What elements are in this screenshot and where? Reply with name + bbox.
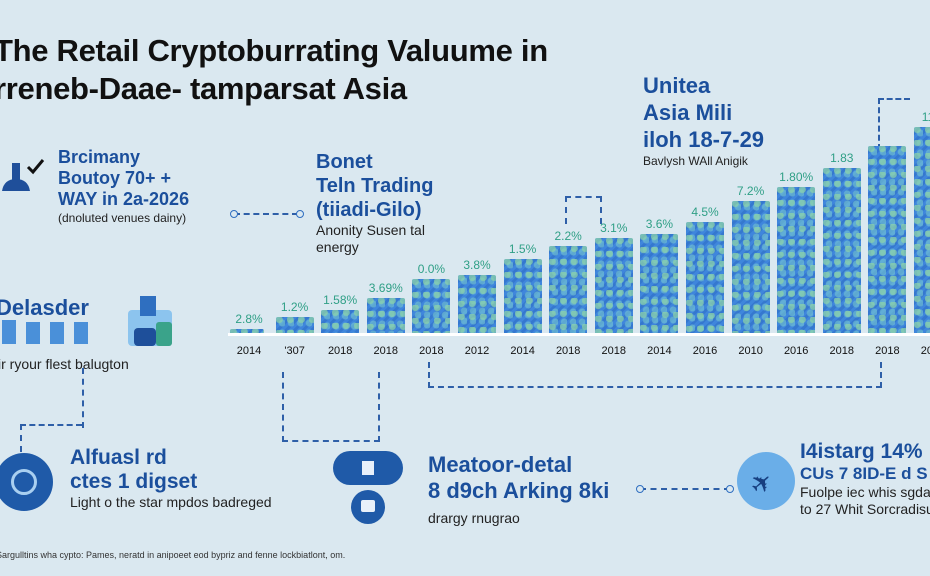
value-label: 3.8% <box>463 258 491 273</box>
bar <box>366 297 405 333</box>
house-bars-icon <box>2 296 172 346</box>
callout-center: Bonet Teln Trading (tiiadi-Gilo) Anonity… <box>316 151 434 255</box>
value-label: 7.2% <box>736 184 765 199</box>
value-label: 1.80% <box>779 169 814 184</box>
callout-bottom-left: Alfuasl rd ctes 1 digset Light o the sta… <box>70 446 272 510</box>
bar <box>275 316 314 333</box>
x-tick-label: 2018 <box>419 345 444 357</box>
x-tick-label: 2014 <box>510 345 535 357</box>
bar <box>686 221 724 333</box>
bar <box>777 186 816 333</box>
x-tick-label: 2016 <box>783 345 809 357</box>
value-label: 2.8% <box>235 311 263 326</box>
value-label: 0.0% <box>417 262 446 277</box>
bar <box>640 234 679 333</box>
bar <box>868 145 907 333</box>
x-axis <box>228 333 930 336</box>
value-label: 1.5% <box>508 241 537 256</box>
airplane-icon: ✈ <box>737 452 795 510</box>
x-tick-label: 2014 <box>236 345 262 357</box>
value-label: 4.5% <box>691 204 719 219</box>
value-label: 1.83 <box>830 151 854 166</box>
x-tick-label: 2010 <box>738 345 763 357</box>
x-tick-label: 2012 <box>464 345 490 357</box>
value-label: 2.2% <box>554 229 582 244</box>
bar <box>503 258 542 333</box>
x-tick-label: 2018 <box>920 345 930 357</box>
x-tick-label: 2018 <box>829 345 855 357</box>
hand-check-icon <box>2 159 45 191</box>
x-tick-label: '307 <box>284 345 305 357</box>
bar <box>594 238 633 333</box>
x-tick-label: 2018 <box>373 345 399 357</box>
bar-chart: 2.8% 1.2% 1.58% 3.69% 0.0% 3.8% 1.5% 2.2% 3.1% 3.… <box>228 80 930 333</box>
bar <box>549 246 588 333</box>
bar <box>731 201 770 333</box>
bar <box>914 127 930 333</box>
value-label: 1.58% <box>323 293 358 308</box>
callout-bottom-center: Meatoor-detal 8 d9ch Arking 8ki drargy r… <box>428 452 610 526</box>
target-icon <box>0 453 53 511</box>
value-label: 3.1% <box>600 221 628 236</box>
bar <box>230 328 264 333</box>
callout-bottom-right: I4istarg 14% CUs 7 8ID-E d S Fuolpe iec … <box>800 440 930 517</box>
x-tick-label: 2018 <box>875 345 900 357</box>
page-title: The Retail Cryptoburrating Valuume in rr… <box>0 33 548 106</box>
x-tick-label: 2014 <box>647 345 672 357</box>
bar <box>412 279 451 333</box>
document-icon <box>333 451 403 485</box>
x-tick-label: 2018 <box>601 345 627 357</box>
bar <box>458 275 496 333</box>
bar <box>321 310 360 333</box>
value-label: 11.0 <box>921 110 930 124</box>
x-tick-label: 2018 <box>327 345 353 357</box>
callout-middle-left-heading: Delasder <box>0 295 89 320</box>
value-label: 3.6% <box>645 217 674 232</box>
x-tick-label: 2018 <box>555 345 581 357</box>
x-tick-label: 2016 <box>692 345 718 357</box>
callout-top-right: Unitea Asia Mili iloh 18-7-29 Bavlysh WA… <box>643 73 765 168</box>
callout-middle-left-sub: ir ryour flest balugton <box>0 356 129 372</box>
callout-top-left: Brcimany Boutoy 70+ + WAY in 2a-2026 (dn… <box>58 147 190 225</box>
value-label: 3.69% <box>368 280 403 295</box>
thumbs-up-icon <box>351 490 385 524</box>
footer-note: Sargulltins wha cypto: Pames, neratd in … <box>0 550 346 560</box>
bar <box>822 168 861 333</box>
value-label: 1.2% <box>280 299 309 314</box>
